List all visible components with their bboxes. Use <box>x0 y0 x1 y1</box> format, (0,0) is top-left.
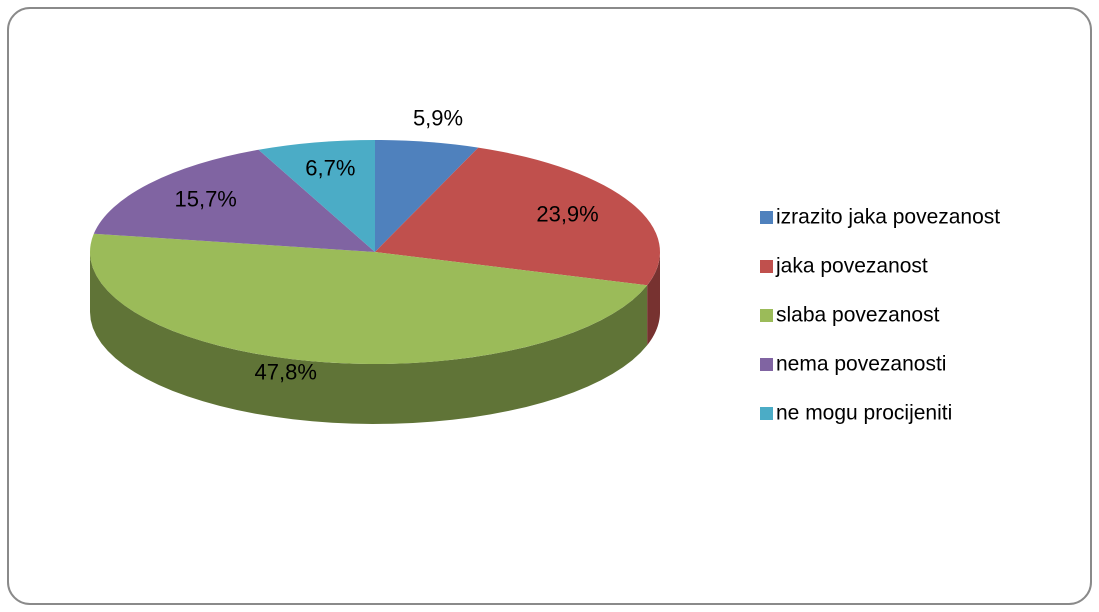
slice <box>89 233 648 365</box>
legend-label: izrazito jaka povezanost <box>776 206 1000 229</box>
slice-side <box>90 252 648 424</box>
data-label: 23,9% <box>536 201 598 226</box>
slice <box>93 149 376 252</box>
slice <box>375 140 479 252</box>
legend-swatch <box>760 211 773 224</box>
slice <box>258 140 375 252</box>
data-label: 5,9% <box>413 106 463 131</box>
legend-label: ne mogu procijeniti <box>776 402 952 425</box>
legend-label: nema povezanosti <box>776 353 946 376</box>
slice <box>375 147 661 286</box>
data-label: 15,7% <box>174 187 236 212</box>
data-label: 47,8% <box>255 360 317 385</box>
legend-swatch <box>760 309 773 322</box>
data-label: 6,7% <box>305 156 355 181</box>
legend-label: slaba povezanost <box>776 304 940 327</box>
legend-label: jaka povezanost <box>775 255 928 278</box>
slice-side <box>647 252 660 346</box>
legend-swatch <box>760 358 773 371</box>
legend-swatch <box>760 260 773 273</box>
legend-swatch <box>760 407 773 420</box>
